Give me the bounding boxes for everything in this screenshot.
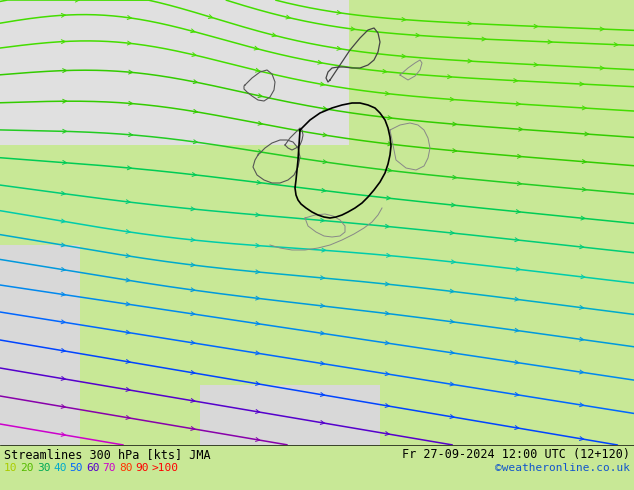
FancyBboxPatch shape: [0, 0, 349, 145]
FancyBboxPatch shape: [200, 385, 380, 445]
Text: 20: 20: [20, 463, 34, 473]
Polygon shape: [0, 0, 310, 120]
Text: 30: 30: [37, 463, 50, 473]
Text: Streamlines 300 hPa [kts] JMA: Streamlines 300 hPa [kts] JMA: [4, 448, 210, 461]
Text: 60: 60: [86, 463, 100, 473]
Text: >100: >100: [152, 463, 179, 473]
Text: 80: 80: [119, 463, 133, 473]
Text: 90: 90: [135, 463, 149, 473]
Text: Fr 27-09-2024 12:00 UTC (12+120): Fr 27-09-2024 12:00 UTC (12+120): [402, 448, 630, 461]
Text: 70: 70: [103, 463, 116, 473]
FancyBboxPatch shape: [0, 245, 80, 445]
Text: 10: 10: [4, 463, 18, 473]
Text: 40: 40: [53, 463, 67, 473]
Bar: [0, 445, 634, 490]
Text: 50: 50: [70, 463, 83, 473]
Text: ©weatheronline.co.uk: ©weatheronline.co.uk: [495, 463, 630, 473]
